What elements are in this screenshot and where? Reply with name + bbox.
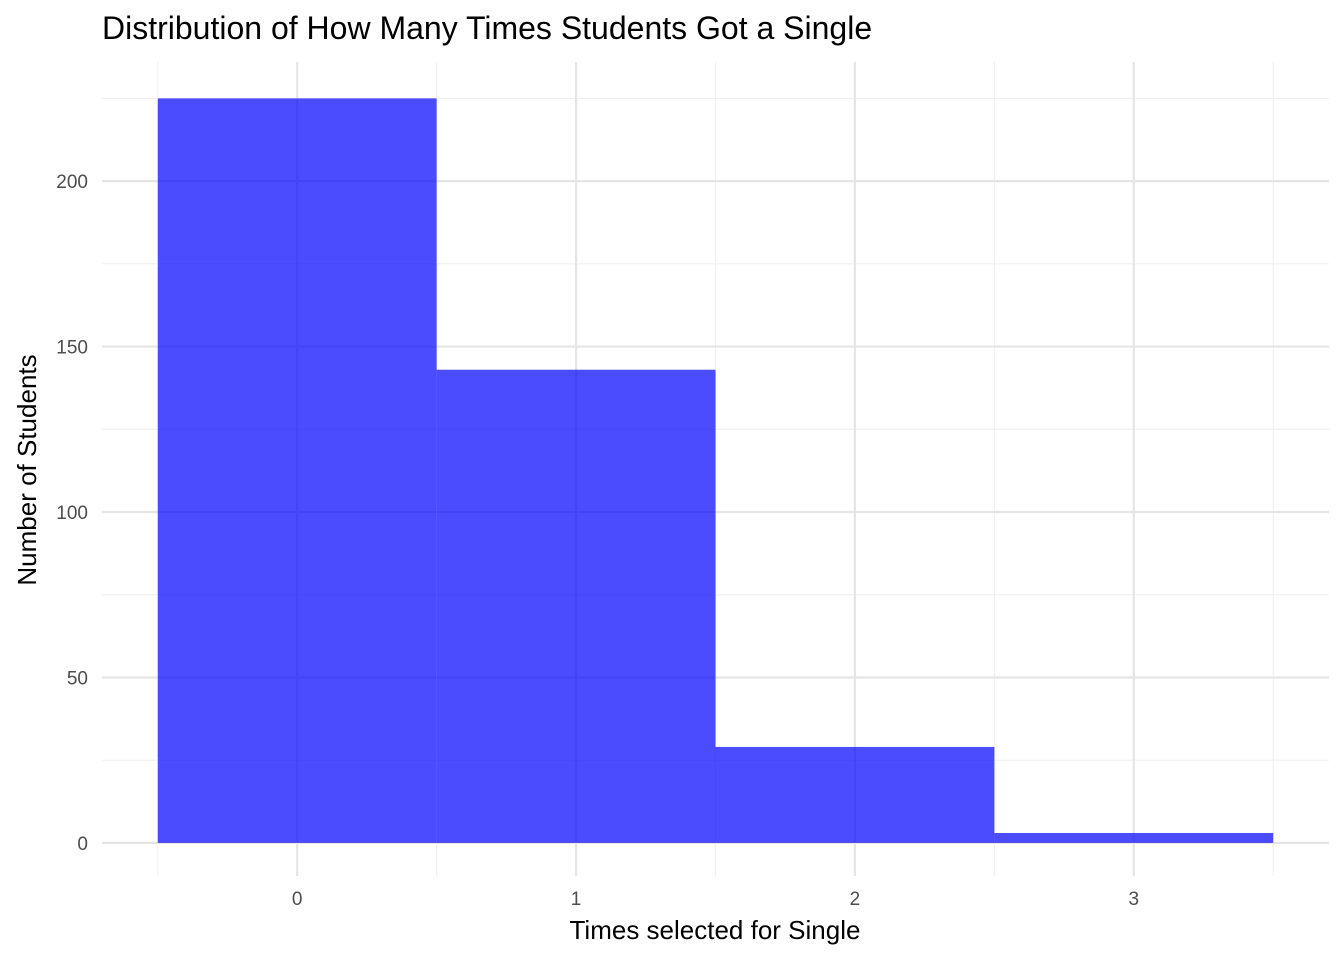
- x-tick-label: 0: [292, 889, 303, 910]
- x-axis-ticks: 0 1 2 3: [292, 889, 1139, 910]
- y-tick-label: 50: [67, 668, 88, 689]
- bar-3: [994, 832, 1274, 843]
- bar-1: [436, 369, 716, 843]
- chart-title: Distribution of How Many Times Students …: [102, 10, 872, 46]
- x-tick-label: 3: [1129, 889, 1140, 910]
- x-axis-title: Times selected for Single: [570, 915, 861, 945]
- x-tick-label: 2: [850, 889, 861, 910]
- y-tick-label: 100: [56, 503, 88, 524]
- y-axis-title: Number of Students: [12, 354, 42, 585]
- y-tick-label: 0: [77, 834, 88, 855]
- bar-2: [715, 746, 995, 843]
- x-tick-label: 1: [571, 889, 582, 910]
- bar-0: [157, 98, 437, 843]
- y-tick-label: 200: [56, 172, 88, 193]
- bars: [157, 98, 1274, 843]
- y-tick-label: 150: [56, 338, 88, 359]
- y-axis-ticks: 0 50 100 150 200: [56, 172, 88, 855]
